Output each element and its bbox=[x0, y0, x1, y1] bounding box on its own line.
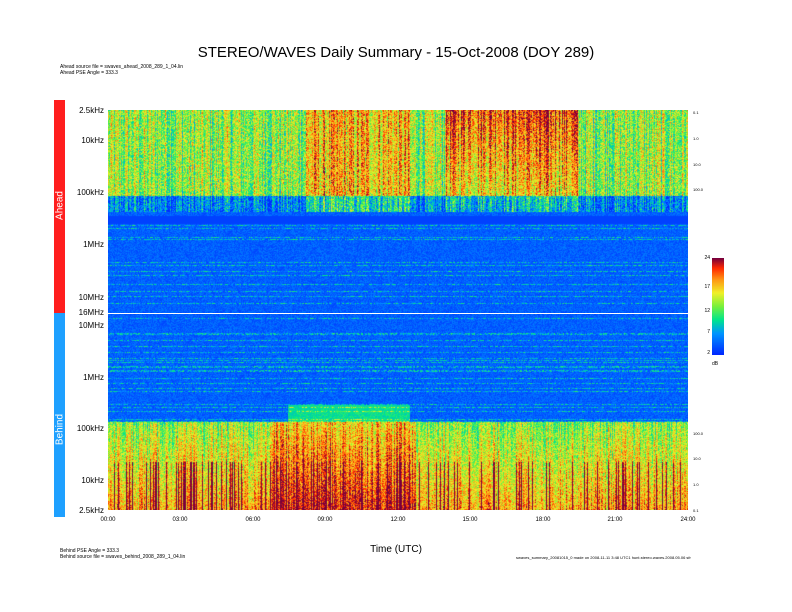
ahead-panel-bar bbox=[54, 100, 65, 313]
ahead-rtick-1.0: 1.0 bbox=[693, 136, 699, 141]
ahead-ytick-1mhz: 1MHz bbox=[83, 240, 104, 249]
colorbar-tick-24: 24 bbox=[704, 255, 710, 261]
behind-ytick-10khz: 10kHz bbox=[81, 476, 104, 485]
ahead-rtick-10.0: 10.0 bbox=[693, 162, 701, 167]
footer-provenance: swaves_summary_20081015_0 made on 2008-1… bbox=[516, 555, 691, 560]
header-note-angle: Ahead PSE Angle = 333.3 bbox=[60, 70, 118, 76]
behind-rtick-0.1: 0.1 bbox=[693, 508, 699, 513]
ahead-ytick-2.5khz: 2.5kHz bbox=[79, 106, 104, 115]
behind-ytick-100khz: 100kHz bbox=[76, 424, 104, 433]
x-axis-label: Time (UTC) bbox=[370, 544, 422, 555]
behind-panel-bar bbox=[54, 313, 65, 517]
ahead-ytick-10khz: 10kHz bbox=[81, 136, 104, 145]
ahead-ytick-16mhz: 16MHz bbox=[78, 308, 104, 317]
behind-rtick-10.0: 10.0 bbox=[693, 456, 701, 461]
colorbar-unit: dB bbox=[712, 361, 719, 367]
behind-spectrogram bbox=[108, 314, 688, 510]
colorbar-tick-2: 2 bbox=[707, 350, 710, 356]
ahead-rtick-0.1: 0.1 bbox=[693, 110, 699, 115]
xtick-09: 09:00 bbox=[317, 517, 333, 523]
footer-note-source: Behind source file = swaves_behind_2008_… bbox=[60, 554, 186, 560]
xtick-03: 03:00 bbox=[172, 517, 188, 523]
colorbar bbox=[712, 258, 724, 355]
ahead-spectrogram bbox=[108, 110, 688, 313]
xtick-06: 06:00 bbox=[245, 517, 261, 523]
xtick-00: 00:00 bbox=[100, 517, 116, 523]
xtick-21: 21:00 bbox=[607, 517, 623, 523]
footer-note-angle: Behind PSE Angle = 333.3 bbox=[60, 548, 120, 554]
behind-rtick-1.0: 1.0 bbox=[693, 482, 699, 487]
ahead-ytick-10mhz: 10MHz bbox=[78, 293, 104, 302]
header-note-source: Ahead source file = swaves_ahead_2008_28… bbox=[60, 64, 184, 70]
behind-ytick-2.5khz: 2.5kHz bbox=[79, 506, 104, 515]
behind-ytick-10mhz: 10MHz bbox=[78, 321, 104, 330]
colorbar-tick-7: 7 bbox=[707, 329, 710, 335]
xtick-24: 24:00 bbox=[680, 517, 696, 523]
ahead-rtick-100.0: 100.0 bbox=[693, 187, 704, 192]
colorbar-tick-17: 17 bbox=[704, 284, 710, 290]
xtick-12: 12:00 bbox=[390, 517, 406, 523]
behind-rtick-100.0: 100.0 bbox=[693, 431, 704, 436]
ahead-ytick-100khz: 100kHz bbox=[76, 188, 104, 197]
colorbar-tick-12: 12 bbox=[704, 308, 710, 314]
xtick-15: 15:00 bbox=[462, 517, 478, 523]
chart-title: STEREO/WAVES Daily Summary - 15-Oct-2008… bbox=[197, 44, 595, 61]
behind-ytick-1mhz: 1MHz bbox=[83, 373, 104, 382]
xtick-18: 18:00 bbox=[535, 517, 551, 523]
